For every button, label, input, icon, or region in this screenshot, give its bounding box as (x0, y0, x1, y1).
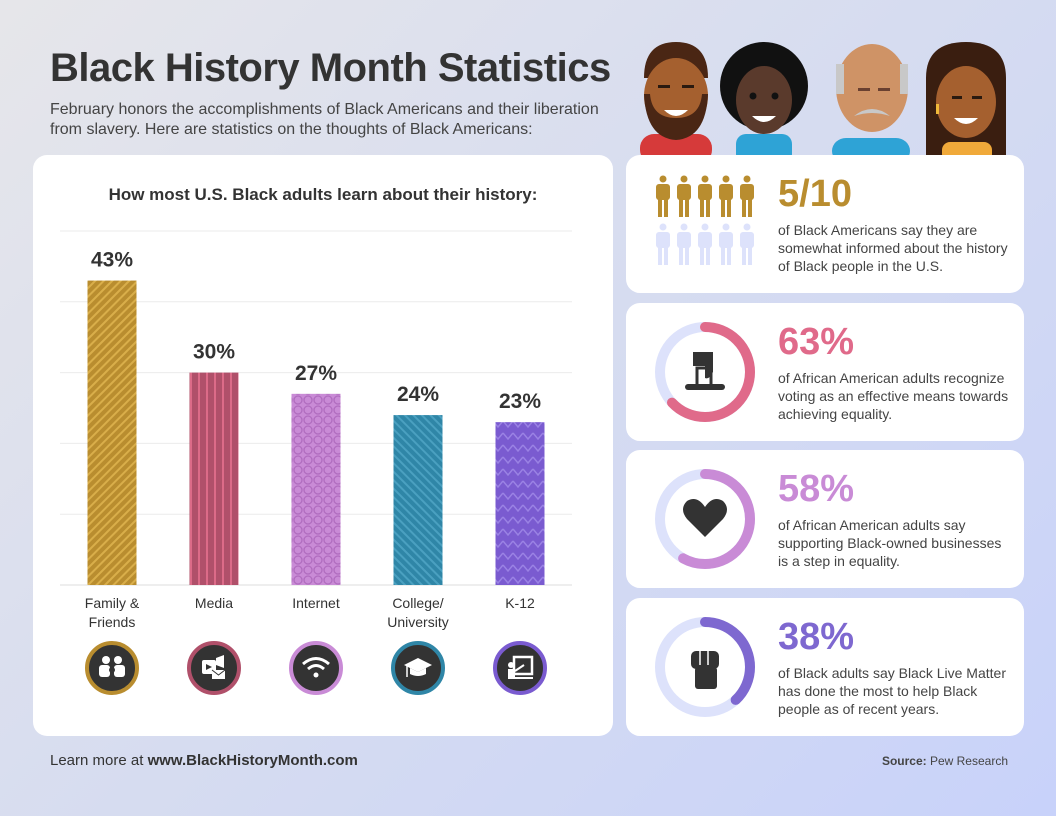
stat-description: of Black adults say Black Live Matter ha… (778, 665, 1006, 717)
chart-card: How most U.S. Black adults learn about t… (33, 155, 613, 736)
learn-more-prefix: Learn more at (50, 752, 148, 769)
person-icon (677, 175, 691, 217)
category-label: K-12 (505, 595, 535, 611)
chart-title: How most U.S. Black adults learn about t… (108, 185, 538, 204)
category-label: Internet (292, 595, 340, 611)
category-label: Family & (85, 595, 140, 611)
stat-value: 38% (778, 616, 855, 658)
stat-graphic (655, 469, 755, 569)
person-icon (677, 223, 691, 265)
stat-value: 58% (778, 468, 855, 510)
person-icon (740, 175, 754, 217)
bar (393, 415, 443, 585)
category-label: College/ (392, 595, 443, 611)
stat-card: 38% of Black adults say Black Live Matter… (626, 598, 1024, 736)
stat-graphic (656, 175, 754, 265)
category-label: Friends (89, 614, 136, 630)
man-beard-face (640, 42, 712, 156)
stat-description: of Black Americans say they are somewhat… (778, 222, 1008, 274)
stat-description: of African American adults recognize vot… (778, 370, 1009, 422)
bar (291, 393, 341, 585)
stat-card: 58% of African American adults say suppor… (626, 450, 1024, 588)
bar (495, 422, 545, 585)
wifi-icon (289, 641, 343, 695)
person-icon (740, 223, 754, 265)
learn-more-text: Learn more at www.BlackHistoryMonth.com (50, 752, 358, 769)
bar (87, 280, 137, 585)
ring-progress (655, 469, 755, 569)
family-icon (85, 641, 139, 695)
person-icon (656, 175, 670, 217)
heart-icon (683, 499, 727, 537)
stat-description: of African American adults say supportin… (778, 517, 1002, 569)
bar-chart: 43% Family & Friends 30% Media 27% Internet 24%… (60, 230, 572, 695)
teacher-board-icon (493, 641, 547, 695)
person-icon (698, 223, 712, 265)
learn-more-link[interactable]: www.BlackHistoryMonth.com (147, 752, 358, 769)
ballot-icon (685, 352, 725, 390)
category-label: Media (195, 595, 233, 611)
ring-progress (655, 322, 755, 422)
older-man-face (832, 44, 910, 156)
stat-value: 5/10 (778, 173, 852, 215)
stat-card: 5/10 of Black Americans say they are some… (626, 155, 1024, 293)
stat-value: 63% (778, 321, 855, 363)
bar-value-label: 43% (91, 249, 133, 272)
bar-value-label: 24% (397, 383, 439, 406)
bar-value-label: 30% (193, 341, 235, 364)
source-label: Source: (881, 754, 927, 768)
stat-graphic (655, 322, 755, 422)
media-icon (187, 641, 241, 695)
people-illustration (640, 42, 1006, 156)
person-icon (719, 223, 733, 265)
woman-curly-face (720, 42, 808, 156)
person-icon (719, 175, 733, 217)
page-subtitle: February honors the accomplishments of B… (50, 101, 599, 138)
stat-graphic (655, 617, 755, 717)
bar (189, 372, 239, 585)
woman-long-hair-face (926, 42, 1006, 156)
bar-value-label: 27% (295, 362, 337, 385)
person-icon (698, 175, 712, 217)
bar-value-label: 23% (499, 390, 541, 413)
source-text: Source: Pew Research (882, 754, 1008, 768)
ring-progress (655, 617, 755, 717)
graduation-cap-icon (391, 641, 445, 695)
person-icon (656, 223, 670, 265)
page-title: Black History Month Statistics (50, 46, 611, 90)
stat-card: 63% of African American adults recognize … (626, 303, 1024, 441)
raised-fist-icon (691, 651, 719, 689)
source-value: Pew Research (926, 754, 1008, 768)
category-label: University (387, 614, 448, 630)
